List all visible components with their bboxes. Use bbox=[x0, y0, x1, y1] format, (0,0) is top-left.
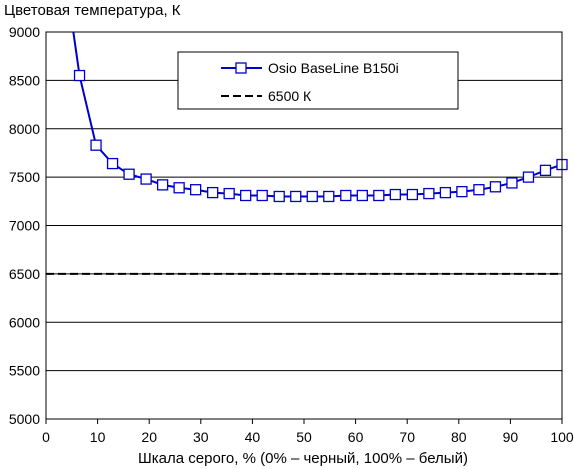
data-point bbox=[340, 189, 352, 202]
data-point bbox=[323, 190, 335, 203]
x-tick-label: 40 bbox=[245, 429, 261, 445]
data-point bbox=[389, 188, 401, 201]
data-point bbox=[473, 184, 485, 196]
data-point bbox=[156, 179, 169, 191]
data-point bbox=[456, 185, 468, 198]
x-tick-label: 20 bbox=[141, 429, 157, 445]
y-tick-label: 7000 bbox=[9, 218, 40, 234]
x-tick-label: 10 bbox=[90, 429, 106, 445]
y-tick-label: 6000 bbox=[9, 314, 40, 330]
legend-box bbox=[177, 51, 459, 110]
x-tick-label: 0 bbox=[42, 429, 50, 445]
y-tick-label: 7500 bbox=[9, 169, 40, 185]
x-tick-label: 90 bbox=[503, 429, 519, 445]
data-point bbox=[189, 184, 202, 196]
data-point bbox=[123, 168, 135, 180]
legend: Osio BaseLine B150i 6500 К bbox=[177, 51, 459, 110]
data-point bbox=[256, 189, 268, 202]
data-point bbox=[423, 187, 435, 200]
data-point bbox=[273, 190, 285, 203]
data-point bbox=[506, 177, 518, 189]
x-axis-label: Шкала серого, % (0% – черный, 100% – бел… bbox=[138, 450, 468, 467]
data-point bbox=[522, 171, 535, 183]
data-point bbox=[306, 190, 318, 203]
data-point bbox=[290, 190, 302, 203]
legend-label-osio: Osio BaseLine B150i bbox=[268, 60, 399, 76]
x-tick-label: 50 bbox=[296, 429, 312, 445]
data-point bbox=[173, 182, 185, 194]
x-tick-labels: 0 10 20 30 40 50 60 70 80 90 100 bbox=[42, 419, 574, 445]
data-point bbox=[73, 69, 86, 82]
data-point bbox=[140, 173, 152, 185]
data-point bbox=[90, 139, 102, 151]
data-point bbox=[240, 189, 252, 202]
data-point bbox=[439, 186, 452, 199]
y-tick-label: 8000 bbox=[9, 121, 40, 137]
data-point bbox=[489, 181, 502, 193]
y-tick-label: 9000 bbox=[9, 24, 40, 40]
legend-marker-osio bbox=[235, 62, 247, 74]
y-tick-label: 8500 bbox=[9, 72, 40, 88]
y-tick-label: 6500 bbox=[9, 266, 40, 282]
x-tick-label: 70 bbox=[399, 429, 415, 445]
x-tick-label: 30 bbox=[193, 429, 209, 445]
legend-label-6500: 6500 К bbox=[268, 88, 312, 104]
data-point bbox=[207, 186, 219, 199]
x-tick-label: 80 bbox=[451, 429, 467, 445]
y-tick-label: 5500 bbox=[9, 363, 40, 379]
data-point bbox=[106, 157, 119, 170]
x-tick-label: 60 bbox=[348, 429, 364, 445]
data-point bbox=[223, 187, 235, 200]
y-tick-labels: 5000 5500 6000 6500 7000 7500 8000 8500 9000 bbox=[9, 24, 40, 427]
data-point bbox=[406, 188, 419, 201]
data-point bbox=[356, 189, 368, 202]
y-tick-label: 5000 bbox=[9, 411, 40, 427]
x-tick-label: 100 bbox=[550, 429, 574, 445]
data-point bbox=[373, 189, 385, 202]
y-axis-label: Цветовая температура, К bbox=[4, 2, 181, 19]
plot-frame bbox=[45, 31, 563, 420]
data-point bbox=[539, 164, 552, 177]
